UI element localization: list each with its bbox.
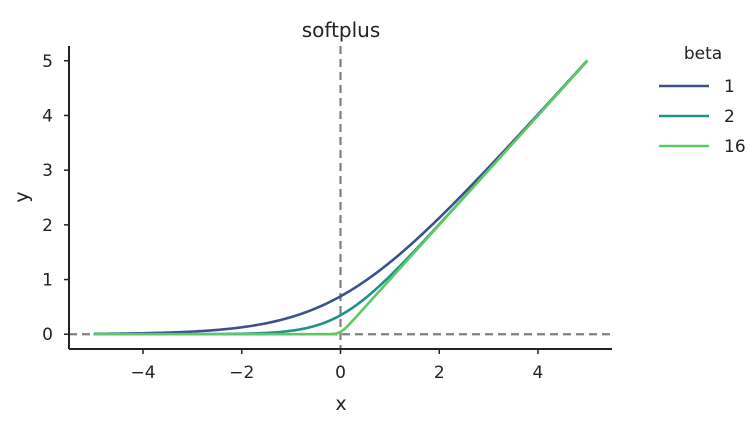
y-tick-label: 0 xyxy=(42,325,53,345)
y-axis-label: y xyxy=(11,191,33,202)
y-tick-label: 2 xyxy=(42,216,53,236)
chart-title: softplus xyxy=(302,18,381,42)
x-tick-label: −4 xyxy=(131,363,156,383)
y-tick-label: 4 xyxy=(42,106,53,126)
series-lines xyxy=(93,59,589,336)
y-tick-label: 3 xyxy=(42,161,53,181)
x-tick-label: 4 xyxy=(533,363,544,383)
series-line-beta-16 xyxy=(93,59,589,336)
legend-label-beta-16: 16 xyxy=(724,137,746,157)
legend-label-beta-2: 2 xyxy=(724,107,735,127)
legend-label-beta-1: 1 xyxy=(724,77,735,97)
x-tick-label: −2 xyxy=(229,363,254,383)
legend-title: beta xyxy=(684,44,722,64)
y-tick-label: 5 xyxy=(42,52,53,72)
reference-lines xyxy=(69,46,612,349)
x-ticks: −4 −2 0 2 4 xyxy=(131,349,544,383)
y-tick-label: 1 xyxy=(42,271,53,291)
legend-items: 1 2 16 xyxy=(659,77,746,157)
x-axis-label: x xyxy=(335,393,346,415)
x-tick-label: 0 xyxy=(335,363,346,383)
legend: beta 1 2 16 xyxy=(659,44,746,157)
y-ticks: 0 1 2 3 4 5 xyxy=(42,52,69,345)
x-tick-label: 2 xyxy=(434,363,445,383)
